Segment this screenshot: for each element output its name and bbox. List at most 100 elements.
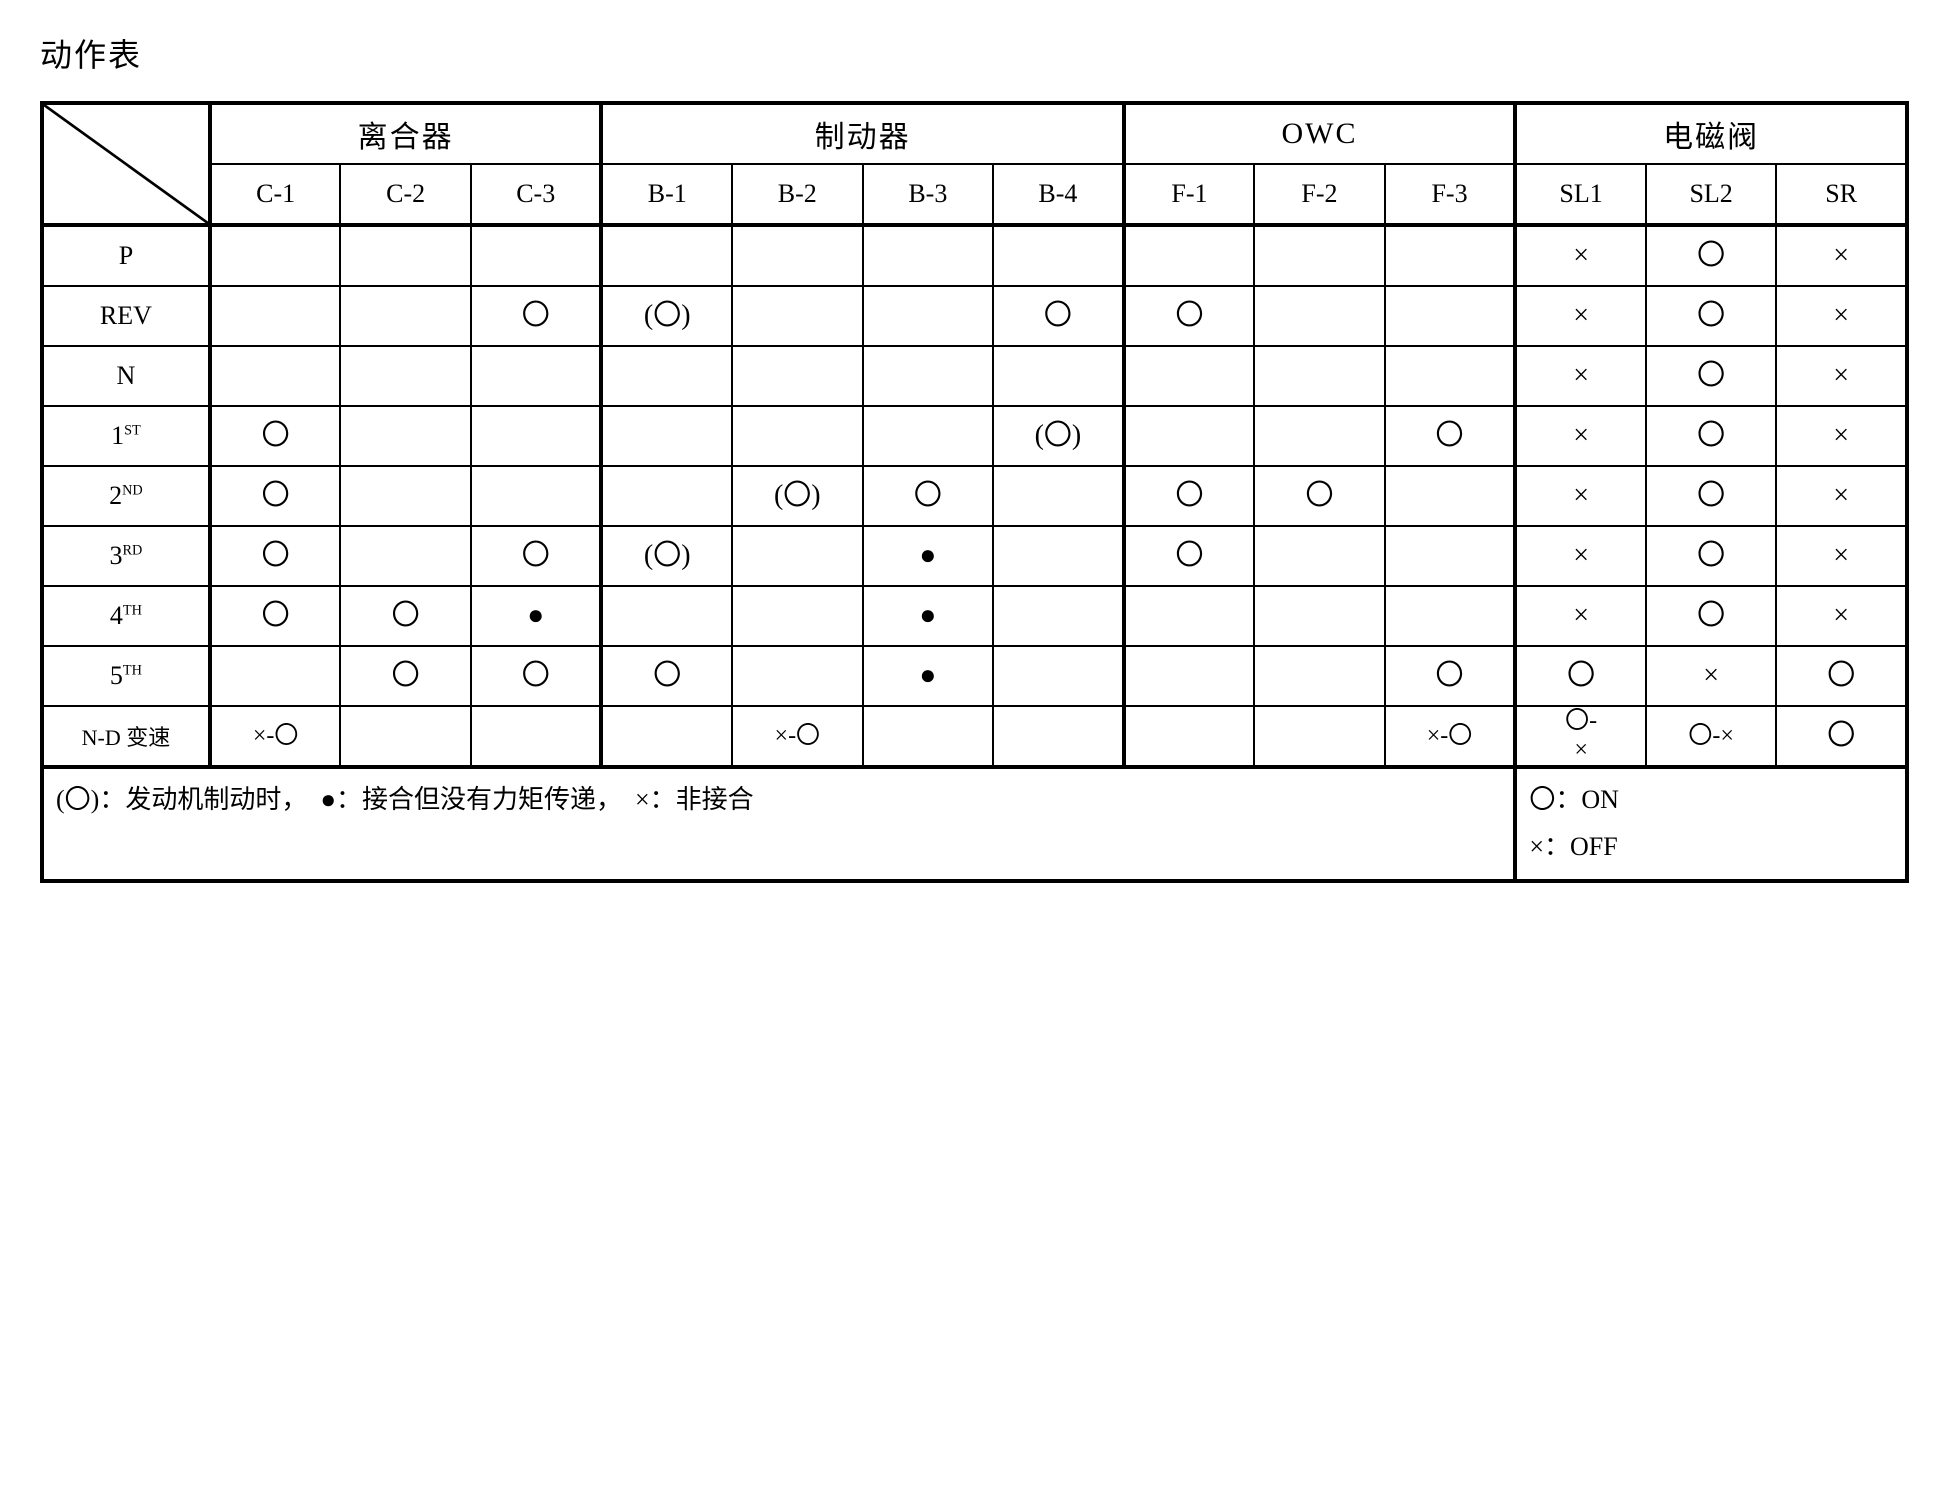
- table-cell: [471, 706, 602, 767]
- sub-header: B-2: [732, 164, 863, 225]
- row-label: 4TH: [42, 586, 210, 646]
- table-cell: [1385, 286, 1516, 346]
- table-cell: 〇: [1646, 466, 1777, 526]
- table-cell: [732, 646, 863, 706]
- table-row: 3RD〇〇(〇)●〇×〇×: [42, 526, 1907, 586]
- table-cell: [210, 646, 341, 706]
- table-cell: 〇: [993, 286, 1124, 346]
- table-cell: [1385, 586, 1516, 646]
- group-header: 制动器: [601, 103, 1123, 164]
- table-cell: ×-〇: [210, 706, 341, 767]
- table-cell: [340, 706, 471, 767]
- table-cell: 〇- ×: [1515, 706, 1646, 767]
- table-cell: 〇: [471, 646, 602, 706]
- table-cell: ×: [1515, 586, 1646, 646]
- table-cell: [863, 346, 994, 406]
- table-cell: 〇: [1646, 526, 1777, 586]
- table-cell: [601, 466, 732, 526]
- sub-header: B-3: [863, 164, 994, 225]
- row-label: 2ND: [42, 466, 210, 526]
- table-cell: 〇: [1776, 706, 1907, 767]
- table-cell: [210, 225, 341, 286]
- table-cell: [340, 526, 471, 586]
- sub-header: B-4: [993, 164, 1124, 225]
- table-row: 1ST〇(〇)〇×〇×: [42, 406, 1907, 466]
- table-cell: [471, 225, 602, 286]
- table-cell: [993, 225, 1124, 286]
- table-cell: [993, 586, 1124, 646]
- table-cell: [1254, 406, 1385, 466]
- table-cell: ×: [1776, 526, 1907, 586]
- table-cell: [863, 406, 994, 466]
- table-cell: 〇: [210, 526, 341, 586]
- sub-header: C-1: [210, 164, 341, 225]
- table-cell: [601, 225, 732, 286]
- table-cell: (〇): [601, 286, 732, 346]
- table-cell: [732, 406, 863, 466]
- sub-header: SL1: [1515, 164, 1646, 225]
- table-cell: 〇: [1776, 646, 1907, 706]
- table-cell: (〇): [732, 466, 863, 526]
- table-cell: [993, 526, 1124, 586]
- table-cell: [1124, 586, 1255, 646]
- table-cell: ×-〇: [732, 706, 863, 767]
- table-cell: 〇: [1515, 646, 1646, 706]
- table-cell: [340, 346, 471, 406]
- table-cell: [340, 406, 471, 466]
- sub-header: B-1: [601, 164, 732, 225]
- table-cell: ×: [1776, 466, 1907, 526]
- table-cell: (〇): [993, 406, 1124, 466]
- table-row: P×〇×: [42, 225, 1907, 286]
- table-cell: [601, 346, 732, 406]
- table-cell: [1254, 346, 1385, 406]
- table-cell: [863, 286, 994, 346]
- table-cell: [1254, 286, 1385, 346]
- table-cell: [1385, 466, 1516, 526]
- row-label: N: [42, 346, 210, 406]
- sub-header: SL2: [1646, 164, 1777, 225]
- sub-header: SR: [1776, 164, 1907, 225]
- table-cell: [471, 406, 602, 466]
- table-head: 离合器 制动器 OWC 电磁阀 C-1 C-2 C-3 B-1 B-2 B-3 …: [42, 103, 1907, 225]
- table-cell: 〇: [210, 466, 341, 526]
- table-cell: [471, 466, 602, 526]
- table-cell: ●: [863, 586, 994, 646]
- table-cell: 〇-×: [1646, 706, 1777, 767]
- table-cell: 〇: [1646, 286, 1777, 346]
- table-cell: 〇: [210, 406, 341, 466]
- table-cell: ×: [1776, 406, 1907, 466]
- table-cell: [1254, 646, 1385, 706]
- table-cell: [732, 586, 863, 646]
- table-cell: ●: [863, 646, 994, 706]
- table-cell: [1254, 225, 1385, 286]
- table-row: 4TH〇〇●●×〇×: [42, 586, 1907, 646]
- group-header: 电磁阀: [1515, 103, 1907, 164]
- table-cell: 〇: [471, 526, 602, 586]
- table-cell: [993, 466, 1124, 526]
- table-cell: [732, 346, 863, 406]
- table-cell: 〇: [1124, 286, 1255, 346]
- table-cell: [210, 346, 341, 406]
- table-cell: [1254, 586, 1385, 646]
- table-row: N-D 变速×-〇×-〇×-〇〇- ×〇-×〇: [42, 706, 1907, 767]
- table-cell: [732, 225, 863, 286]
- table-cell: [601, 586, 732, 646]
- table-cell: ×: [1515, 526, 1646, 586]
- table-cell: [1124, 706, 1255, 767]
- table-cell: [1254, 706, 1385, 767]
- corner-cell: [42, 103, 210, 225]
- table-cell: [863, 706, 994, 767]
- table-cell: ×-〇: [1385, 706, 1516, 767]
- table-cell: [1385, 526, 1516, 586]
- sub-header: F-1: [1124, 164, 1255, 225]
- table-row: 5TH〇〇〇●〇〇×〇: [42, 646, 1907, 706]
- table-cell: [1254, 526, 1385, 586]
- table-cell: [601, 406, 732, 466]
- table-cell: 〇: [1646, 406, 1777, 466]
- table-cell: (〇): [601, 526, 732, 586]
- table-cell: [210, 286, 341, 346]
- table-cell: 〇: [863, 466, 994, 526]
- table-cell: [1124, 406, 1255, 466]
- table-cell: ×: [1515, 466, 1646, 526]
- table-cell: [1385, 346, 1516, 406]
